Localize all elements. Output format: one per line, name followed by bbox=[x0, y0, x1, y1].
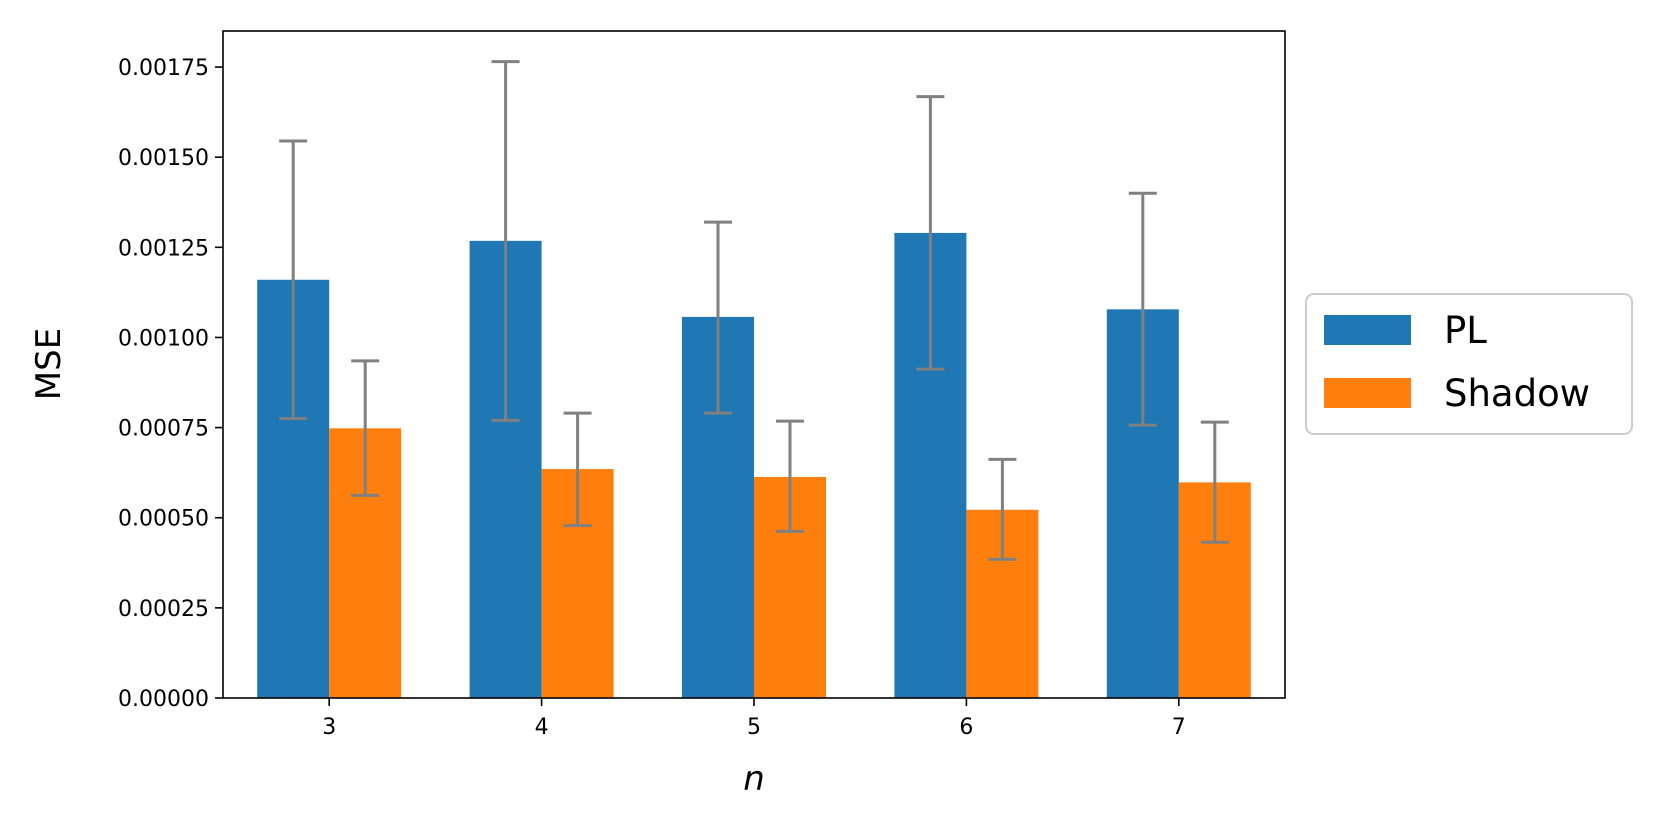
x-axis-label: n bbox=[743, 759, 765, 799]
legend-label-pl: PL bbox=[1444, 309, 1487, 352]
error-bars-layer bbox=[279, 60, 1229, 561]
y-tick-label-5: 0.00125 bbox=[118, 236, 209, 261]
x-tick-label-6: 6 bbox=[959, 715, 973, 740]
x-axis: 3 4 5 6 7 bbox=[322, 698, 1186, 740]
legend: PL Shadow bbox=[1305, 293, 1633, 435]
y-axis-label: MSE bbox=[29, 328, 69, 400]
x-tick-label-7: 7 bbox=[1172, 715, 1186, 740]
bars-layer bbox=[257, 232, 1251, 698]
y-tick-label-0: 0.00000 bbox=[118, 687, 209, 712]
legend-label-shadow: Shadow bbox=[1444, 372, 1590, 415]
x-tick-label-3: 3 bbox=[322, 715, 336, 740]
legend-swatch-shadow bbox=[1324, 378, 1411, 408]
y-tick-label-6: 0.00150 bbox=[118, 146, 209, 171]
x-tick-label-4: 4 bbox=[535, 715, 549, 740]
legend-swatch-pl bbox=[1324, 315, 1411, 345]
y-tick-label-3: 0.00075 bbox=[118, 417, 209, 442]
y-tick-label-2: 0.00050 bbox=[118, 507, 209, 532]
y-tick-label-4: 0.00100 bbox=[118, 326, 209, 351]
y-tick-label-1: 0.00025 bbox=[118, 597, 209, 622]
y-tick-label-7: 0.00175 bbox=[118, 56, 209, 81]
x-tick-label-5: 5 bbox=[747, 715, 761, 740]
y-axis: 0.00000 0.00025 0.00050 0.00075 0.00100 0.001… bbox=[118, 56, 223, 712]
